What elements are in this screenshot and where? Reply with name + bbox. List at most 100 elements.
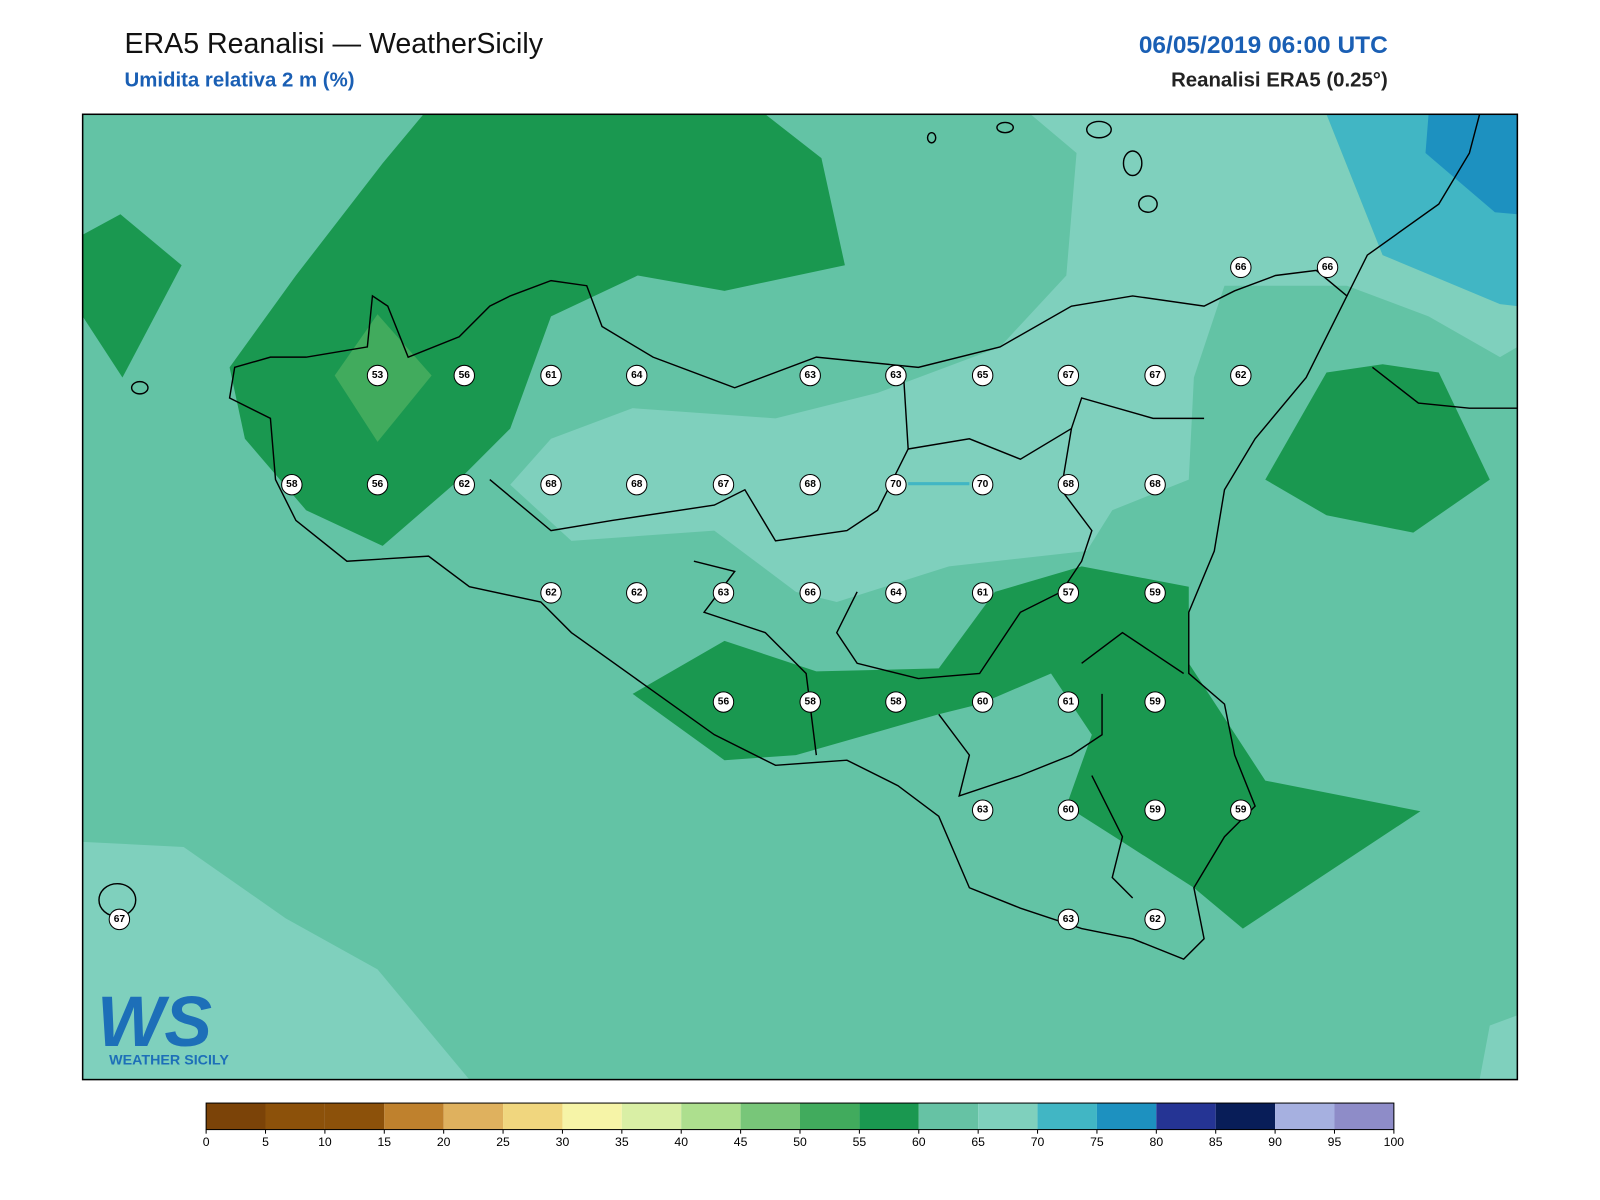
station-value: 58 bbox=[805, 697, 817, 708]
logo-caption: WEATHER SICILY bbox=[109, 1052, 229, 1068]
station-marker bbox=[540, 582, 562, 604]
station-marker bbox=[1230, 364, 1252, 387]
station: 68 bbox=[1057, 473, 1080, 496]
colorbar-bin bbox=[740, 1103, 800, 1130]
station-marker bbox=[799, 473, 821, 496]
station-value: 63 bbox=[890, 370, 902, 381]
station-value: 63 bbox=[718, 587, 730, 598]
colorbar-tick-label: 90 bbox=[1268, 1135, 1282, 1149]
station: 63 bbox=[1057, 908, 1080, 931]
station-marker bbox=[1057, 582, 1080, 604]
station: 66 bbox=[1316, 256, 1339, 279]
station-marker bbox=[540, 473, 562, 496]
station-value: 61 bbox=[545, 370, 557, 381]
station-marker bbox=[885, 691, 907, 713]
station: 57 bbox=[1057, 582, 1080, 604]
station-marker bbox=[626, 473, 648, 496]
colorbar-tick-label: 45 bbox=[734, 1135, 748, 1149]
station-marker bbox=[453, 364, 475, 387]
station-value: 68 bbox=[545, 479, 557, 490]
colorbar-bin bbox=[800, 1103, 860, 1130]
station-marker bbox=[712, 691, 735, 713]
colorbar-tick-label: 50 bbox=[793, 1135, 807, 1149]
station-value: 61 bbox=[977, 587, 989, 598]
colorbar-tick-label: 15 bbox=[377, 1135, 391, 1149]
colorbar-tick-label: 35 bbox=[615, 1135, 629, 1149]
colorbar-tick-label: 0 bbox=[203, 1135, 210, 1149]
station: 64 bbox=[626, 364, 648, 387]
station-marker bbox=[281, 473, 303, 496]
station-value: 64 bbox=[631, 370, 643, 381]
station-marker bbox=[1057, 691, 1080, 713]
colorbar-tick-label: 5 bbox=[262, 1135, 269, 1149]
station-marker bbox=[712, 473, 735, 496]
colorbar-bin bbox=[265, 1103, 325, 1130]
station-value: 53 bbox=[372, 370, 384, 381]
colorbar-bin bbox=[859, 1103, 919, 1130]
station: 61 bbox=[971, 582, 994, 604]
datetime: 06/05/2019 06:00 UTC bbox=[1139, 32, 1388, 59]
station: 70 bbox=[885, 473, 907, 496]
station-value: 56 bbox=[459, 370, 471, 381]
station-marker bbox=[1230, 799, 1252, 821]
station-value: 63 bbox=[977, 805, 989, 816]
station: 60 bbox=[971, 691, 994, 713]
station-marker bbox=[1057, 473, 1080, 496]
station: 58 bbox=[885, 691, 907, 713]
colorbar-bin bbox=[1037, 1103, 1097, 1130]
station: 63 bbox=[971, 799, 994, 821]
station: 67 bbox=[108, 908, 131, 931]
logo: WS WEATHER SICILY bbox=[97, 982, 229, 1068]
station-marker bbox=[1144, 582, 1166, 604]
station-marker bbox=[540, 364, 562, 387]
station-marker bbox=[885, 473, 907, 496]
colorbar-bin bbox=[1334, 1103, 1394, 1130]
station: 56 bbox=[712, 691, 735, 713]
station: 58 bbox=[281, 473, 303, 496]
station-marker bbox=[799, 364, 821, 387]
colorbar-tick-label: 95 bbox=[1328, 1135, 1342, 1149]
colorbar-bin bbox=[206, 1103, 266, 1130]
station: 61 bbox=[540, 364, 562, 387]
station: 56 bbox=[366, 473, 389, 496]
station-marker bbox=[1144, 364, 1166, 387]
station-marker bbox=[799, 582, 821, 604]
station-marker bbox=[1057, 908, 1080, 931]
station-value: 62 bbox=[459, 479, 471, 490]
station: 68 bbox=[626, 473, 648, 496]
station: 68 bbox=[799, 473, 821, 496]
station: 62 bbox=[1144, 908, 1166, 931]
station: 63 bbox=[885, 364, 907, 387]
colorbar-bin bbox=[1156, 1103, 1216, 1130]
colorbar-tick-label: 70 bbox=[1031, 1135, 1045, 1149]
colorbar-bin bbox=[1215, 1103, 1276, 1130]
station-marker bbox=[971, 582, 994, 604]
colorbar-tick-label: 10 bbox=[318, 1135, 332, 1149]
colorbar-tick-label: 40 bbox=[674, 1135, 688, 1149]
station-value: 68 bbox=[1149, 479, 1161, 490]
station-value: 61 bbox=[1063, 697, 1075, 708]
station-value: 67 bbox=[1063, 370, 1075, 381]
station-value: 70 bbox=[890, 479, 902, 490]
colorbar-bin bbox=[443, 1103, 504, 1130]
station-marker bbox=[971, 364, 994, 387]
station-value: 58 bbox=[286, 479, 298, 490]
colorbar-tick-label: 80 bbox=[1150, 1135, 1164, 1149]
station: 62 bbox=[1230, 364, 1252, 387]
map-frame bbox=[81, 113, 1519, 1081]
title: ERA5 Reanalisi — WeatherSicily bbox=[124, 28, 543, 60]
station-value: 63 bbox=[1063, 914, 1075, 925]
station: 61 bbox=[1057, 691, 1080, 713]
colorbar-tick-label: 30 bbox=[556, 1135, 570, 1149]
colorbar-tick-label: 100 bbox=[1384, 1135, 1405, 1149]
station-marker bbox=[885, 582, 907, 604]
colorbar: 0 5 10 15 20 25 30 35 40 45 50 55 60 65 70 75 80 85 90 95 10… bbox=[203, 1102, 1405, 1149]
colorbar-bin bbox=[918, 1103, 979, 1130]
station-marker bbox=[1144, 691, 1166, 713]
station-value: 65 bbox=[977, 370, 989, 381]
station-value: 59 bbox=[1149, 587, 1161, 598]
station-value: 62 bbox=[631, 587, 643, 598]
station: 67 bbox=[1057, 364, 1080, 387]
station: 59 bbox=[1144, 582, 1166, 604]
